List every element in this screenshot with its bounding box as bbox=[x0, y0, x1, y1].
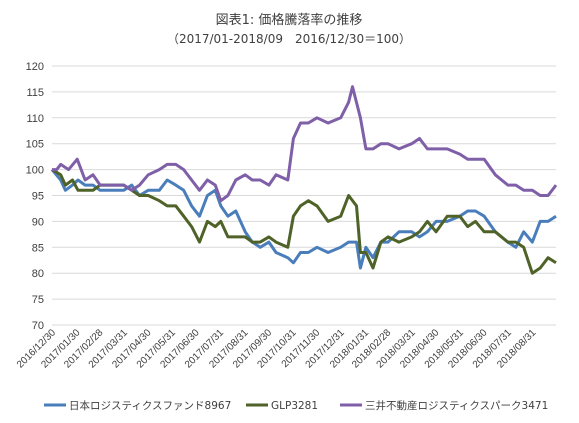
legend-label: 日本ロジスティクスファンド8967 bbox=[69, 399, 231, 412]
y-tick-label: 110 bbox=[26, 113, 44, 125]
plot-area bbox=[50, 85, 558, 275]
y-tick-label: 100 bbox=[26, 165, 44, 177]
y-tick-label: 70 bbox=[32, 320, 44, 332]
y-tick-label: 120 bbox=[26, 61, 44, 73]
x-axis: 2016/12/302017/01/302017/02/282017/03/31… bbox=[15, 327, 539, 370]
legend-label: 三井不動産ロジスティクスパーク3471 bbox=[365, 399, 548, 412]
grid bbox=[52, 65, 556, 326]
legend-label: GLP3281 bbox=[271, 400, 318, 412]
chart-subtitle: （2017/01-2018/09 2016/12/30＝100） bbox=[167, 32, 411, 46]
y-axis: 70 75 80 85 90 95 100 105 110 115 120 bbox=[26, 61, 44, 332]
y-tick-label: 75 bbox=[32, 294, 44, 306]
series-line-3 bbox=[52, 85, 558, 203]
y-tick-label: 115 bbox=[26, 87, 44, 99]
y-tick-label: 95 bbox=[32, 191, 44, 203]
y-tick-label: 90 bbox=[32, 216, 44, 228]
y-tick-label: 85 bbox=[32, 242, 44, 254]
y-tick-label: 80 bbox=[32, 268, 44, 280]
y-tick-label: 105 bbox=[26, 139, 44, 151]
chart-title: 図表1: 価格騰落率の推移 bbox=[216, 12, 363, 28]
series-line-1 bbox=[50, 168, 557, 270]
legend: 日本ロジスティクスファンド8967 GLP3281 三井不動産ロジスティクスパーク3… bbox=[44, 399, 548, 412]
